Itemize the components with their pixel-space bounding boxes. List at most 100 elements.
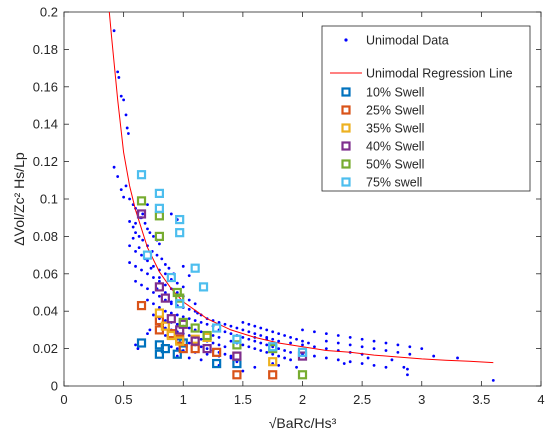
data-point — [366, 356, 370, 360]
swell-marker — [212, 358, 222, 369]
data-point — [241, 335, 245, 339]
swell-marker — [198, 282, 209, 292]
data-point — [128, 197, 131, 201]
data-point — [141, 212, 145, 216]
data-point — [432, 354, 436, 358]
data-point — [146, 287, 149, 291]
data-point — [187, 274, 191, 278]
data-point — [223, 345, 227, 349]
data-point — [124, 113, 128, 117]
data-point — [396, 350, 400, 354]
data-point — [149, 266, 153, 270]
data-point — [301, 328, 304, 332]
data-point — [187, 356, 191, 360]
data-point — [217, 343, 221, 347]
data-point — [181, 264, 185, 268]
swell-marker — [160, 293, 170, 303]
swell-marker — [212, 347, 222, 357]
data-point — [112, 29, 116, 33]
data-point — [193, 319, 197, 322]
data-point — [289, 358, 292, 362]
swell-marker — [175, 336, 185, 346]
legend: Unimodal Data Unimodal Regression Line 10%… — [321, 25, 531, 192]
legend-label: 75% swell — [366, 176, 422, 190]
data-point — [253, 324, 257, 328]
data-point — [163, 272, 167, 276]
data-point — [253, 332, 257, 336]
data-point — [175, 281, 179, 285]
legend-label: Unimodal Regression Line — [366, 67, 513, 81]
data-point — [134, 343, 137, 347]
data-point — [199, 358, 203, 362]
data-point — [163, 319, 167, 322]
swell-marker — [190, 336, 200, 346]
data-point — [146, 272, 149, 276]
data-point — [348, 335, 352, 339]
data-point — [126, 132, 130, 135]
swell-marker — [136, 209, 147, 219]
swell-marker — [268, 342, 278, 352]
data-point — [229, 356, 233, 360]
data-point — [277, 364, 281, 367]
data-point — [187, 326, 191, 330]
data-point — [402, 365, 406, 369]
data-point — [119, 188, 123, 192]
data-point — [289, 335, 292, 339]
data-point — [408, 352, 412, 356]
data-point — [277, 347, 281, 350]
data-point — [181, 315, 185, 319]
swell-marker — [166, 314, 176, 324]
data-point — [307, 341, 310, 345]
data-point — [140, 283, 143, 287]
swell-marker — [172, 287, 182, 298]
legend-square-icon — [341, 159, 351, 169]
data-point — [169, 345, 173, 349]
data-point — [187, 341, 191, 345]
y-tick-label: 0 — [51, 379, 58, 394]
data-point — [140, 268, 143, 272]
data-point — [229, 332, 233, 336]
data-point — [271, 352, 275, 356]
data-point — [271, 337, 275, 341]
data-point — [193, 302, 197, 306]
data-point — [167, 266, 171, 270]
data-point — [406, 373, 409, 377]
data-point — [223, 330, 227, 334]
data-point — [324, 347, 328, 350]
data-point — [211, 341, 215, 345]
data-point — [223, 352, 227, 356]
data-point — [253, 347, 257, 350]
swell-marker — [190, 263, 200, 273]
legend-square-icon — [341, 105, 351, 115]
legend-box — [321, 25, 531, 192]
data-point — [131, 236, 135, 240]
swell-marker — [202, 344, 212, 354]
swell-marker — [166, 272, 176, 283]
swell-marker — [175, 293, 185, 303]
legend-label: 40% Swell — [366, 140, 424, 154]
data-point — [124, 184, 128, 188]
swell-marker — [268, 370, 278, 380]
y-tick-label: 0.1 — [40, 192, 58, 207]
data-point — [134, 264, 137, 268]
data-point — [152, 291, 155, 294]
data-point — [324, 356, 328, 360]
data-point — [146, 332, 149, 336]
swell-marker — [212, 323, 222, 333]
data-point — [336, 334, 340, 337]
y-tick-label: 0.04 — [33, 304, 58, 319]
chart-marks — [108, 11, 495, 382]
data-point — [128, 220, 131, 223]
swell-marker — [142, 250, 153, 260]
data-point — [117, 76, 121, 79]
swell-marker — [136, 338, 147, 348]
legend-square-icon — [341, 87, 351, 97]
data-point — [295, 337, 298, 341]
data-point — [342, 362, 346, 365]
data-point — [160, 257, 164, 261]
data-point — [181, 285, 185, 289]
data-point — [116, 175, 120, 178]
data-point — [360, 337, 364, 341]
